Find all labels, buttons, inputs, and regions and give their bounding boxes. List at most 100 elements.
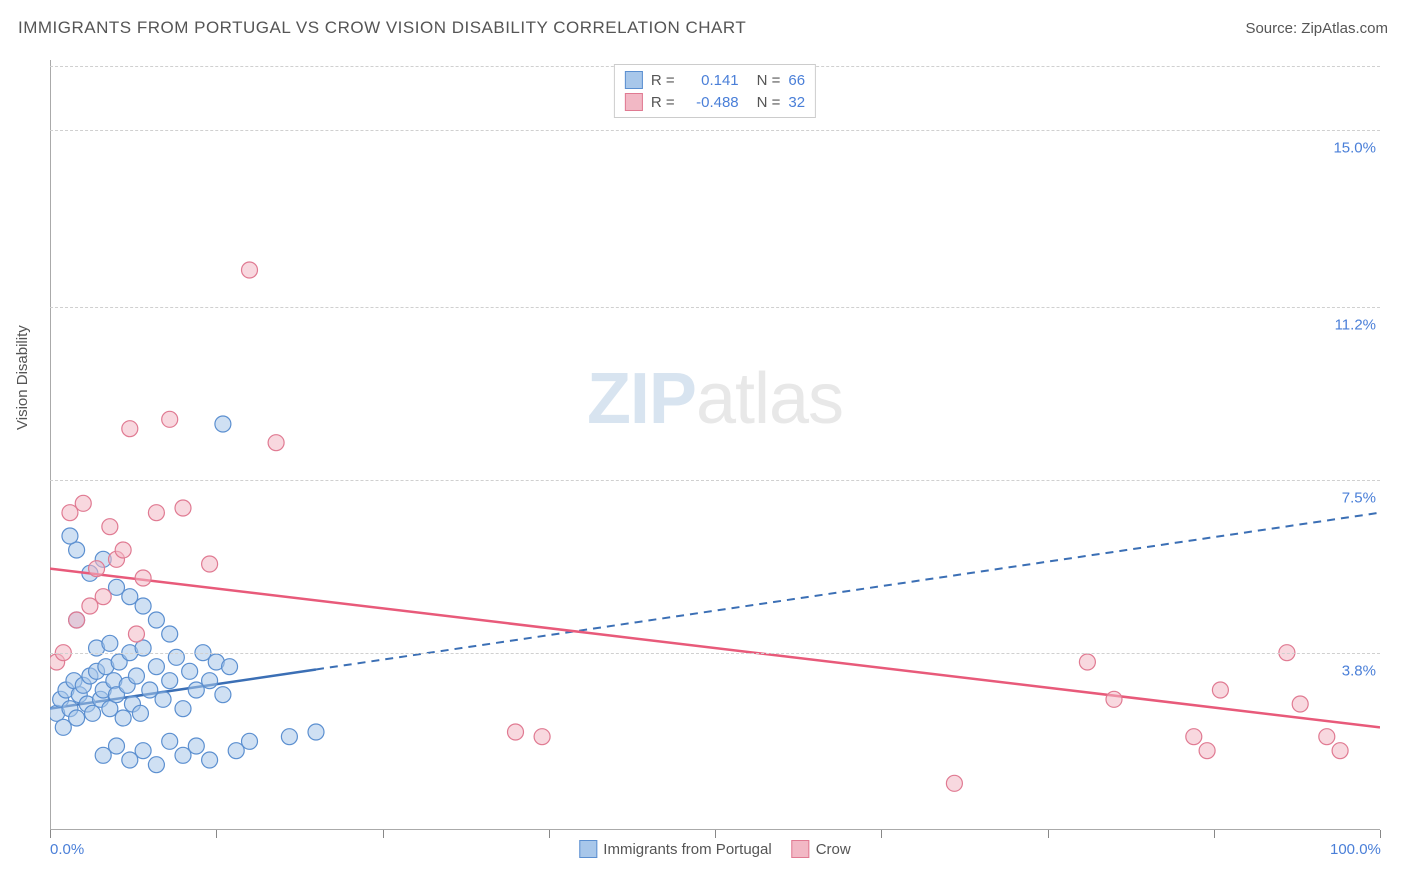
- data-point: [132, 705, 148, 721]
- data-point: [1319, 729, 1335, 745]
- data-point: [89, 561, 105, 577]
- data-point: [162, 626, 178, 642]
- x-legend-item-2: Crow: [792, 840, 851, 858]
- data-point: [155, 691, 171, 707]
- r-value-1: 0.141: [683, 72, 739, 89]
- data-point: [1212, 682, 1228, 698]
- data-point: [222, 659, 238, 675]
- gridline: [50, 480, 1380, 481]
- x-tick: [1048, 830, 1049, 838]
- data-point: [946, 775, 962, 791]
- data-point: [148, 612, 164, 628]
- x-legend-swatch-2: [792, 840, 810, 858]
- data-point: [148, 505, 164, 521]
- data-point: [128, 668, 144, 684]
- trendline-solid: [50, 569, 1380, 728]
- chart-title: IMMIGRANTS FROM PORTUGAL VS CROW VISION …: [18, 18, 746, 38]
- n-label-1: N =: [757, 72, 781, 89]
- r-value-2: -0.488: [683, 94, 739, 111]
- data-point: [95, 589, 111, 605]
- x-tick-label: 100.0%: [1330, 841, 1381, 858]
- legend-swatch-1: [625, 71, 643, 89]
- data-point: [69, 710, 85, 726]
- data-point: [215, 687, 231, 703]
- x-tick: [715, 830, 716, 838]
- data-point: [1199, 743, 1215, 759]
- source-label: Source: ZipAtlas.com: [1245, 20, 1388, 37]
- data-point: [242, 733, 258, 749]
- data-point: [308, 724, 324, 740]
- data-point: [102, 519, 118, 535]
- gridline: [50, 307, 1380, 308]
- n-value-2: 32: [788, 94, 805, 111]
- data-point: [188, 738, 204, 754]
- n-value-1: 66: [788, 72, 805, 89]
- x-tick: [881, 830, 882, 838]
- data-point: [268, 435, 284, 451]
- r-label-2: R =: [651, 94, 675, 111]
- data-point: [182, 663, 198, 679]
- x-legend-swatch-1: [579, 840, 597, 858]
- data-point: [148, 659, 164, 675]
- x-tick: [549, 830, 550, 838]
- gridline: [50, 653, 1380, 654]
- data-point: [69, 612, 85, 628]
- x-tick: [50, 830, 51, 838]
- x-tick: [1214, 830, 1215, 838]
- data-point: [175, 701, 191, 717]
- data-point: [115, 710, 131, 726]
- data-point: [109, 738, 125, 754]
- scatter-plot: [50, 60, 1380, 830]
- data-point: [175, 500, 191, 516]
- data-point: [85, 705, 101, 721]
- data-point: [215, 416, 231, 432]
- r-label-1: R =: [651, 72, 675, 89]
- x-axis-legend: Immigrants from Portugal Crow: [579, 840, 850, 858]
- data-point: [135, 598, 151, 614]
- data-point: [202, 673, 218, 689]
- stats-row-series-1: R = 0.141 N = 66: [625, 69, 805, 91]
- trendline-dashed: [316, 513, 1380, 670]
- y-tick-label: 15.0%: [1333, 140, 1376, 157]
- data-point: [1106, 691, 1122, 707]
- gridline: [50, 130, 1380, 131]
- y-tick-label: 3.8%: [1342, 662, 1376, 679]
- data-point: [202, 556, 218, 572]
- chart-area: ZIPatlas 3.8%7.5%11.2%15.0% 0.0%100.0% R…: [50, 60, 1380, 830]
- data-point: [1292, 696, 1308, 712]
- data-point: [534, 729, 550, 745]
- x-legend-label-2: Crow: [816, 841, 851, 858]
- data-point: [162, 673, 178, 689]
- y-tick-label: 11.2%: [1335, 317, 1376, 334]
- data-point: [122, 421, 138, 437]
- data-point: [148, 757, 164, 773]
- legend-swatch-2: [625, 93, 643, 111]
- data-point: [1332, 743, 1348, 759]
- x-legend-label-1: Immigrants from Portugal: [603, 841, 771, 858]
- data-point: [135, 743, 151, 759]
- data-point: [281, 729, 297, 745]
- x-legend-item-1: Immigrants from Portugal: [579, 840, 771, 858]
- stats-row-series-2: R = -0.488 N = 32: [625, 91, 805, 113]
- data-point: [75, 495, 91, 511]
- x-tick: [216, 830, 217, 838]
- x-tick: [1380, 830, 1381, 838]
- data-point: [115, 542, 131, 558]
- n-label-2: N =: [757, 94, 781, 111]
- data-point: [242, 262, 258, 278]
- data-point: [102, 635, 118, 651]
- data-point: [1186, 729, 1202, 745]
- data-point: [128, 626, 144, 642]
- x-tick: [383, 830, 384, 838]
- y-tick-label: 7.5%: [1342, 490, 1376, 507]
- x-tick-label: 0.0%: [50, 841, 84, 858]
- data-point: [508, 724, 524, 740]
- data-point: [135, 570, 151, 586]
- y-axis-label: Vision Disability: [14, 325, 31, 430]
- data-point: [162, 733, 178, 749]
- data-point: [1079, 654, 1095, 670]
- data-point: [202, 752, 218, 768]
- data-point: [62, 528, 78, 544]
- stats-legend: R = 0.141 N = 66 R = -0.488 N = 32: [614, 64, 816, 118]
- data-point: [162, 411, 178, 427]
